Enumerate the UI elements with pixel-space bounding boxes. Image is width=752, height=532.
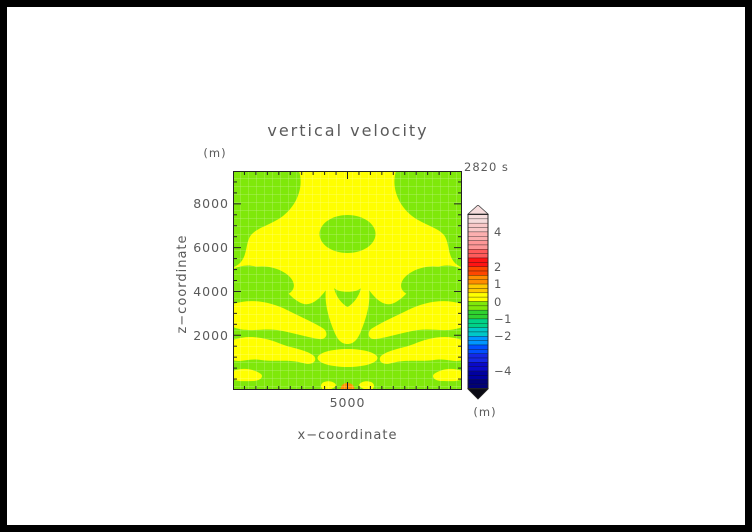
colorbar-cell [467,340,489,346]
colorbar-cell [467,292,489,298]
colorbar-cell [467,218,489,224]
colorbar-cell [467,323,489,328]
colorbar-cell [467,344,489,350]
plot-frame [233,171,462,390]
y-axis-unit-label: (m) [203,146,227,160]
map-grid [233,171,462,390]
colorbar-cell [467,383,489,389]
colorbar-under-arrow [467,388,489,400]
colorbar-cell [467,379,489,385]
x-axis-title: x−coordinate [297,428,398,443]
colorbar-cell [467,249,489,254]
colorbar-label: −1 [494,311,512,326]
colorbar-cell [467,296,489,302]
colorbar-cell [467,309,489,315]
colorbar-cell [467,240,489,246]
colorbar-label: 1 [494,277,502,292]
colorbar-cell [467,301,489,307]
colorbar-frame [467,214,489,389]
colorbar-cell [467,375,489,381]
colorbar-cell [467,366,489,372]
colorbar-cell [467,214,489,220]
colorbar-cell [467,236,489,241]
colorbar-cell [467,266,489,272]
colorbar-cell [467,327,489,333]
contour-map [233,171,462,390]
colorbar-cell [467,253,489,259]
colorbar-label: 0 [494,294,502,309]
colorbar-cell [467,362,489,367]
colorbar-cell [467,270,489,276]
colorbar-label: 2 [494,259,502,274]
colorbar-cell [467,336,489,341]
chart-title: vertical velocity [267,121,429,140]
time-stamp-label: 2820 s [464,160,509,174]
y-tick-label: 4000 [193,283,229,299]
colorbar-cell [467,244,489,250]
colorbar-label: −4 [494,364,512,379]
colorbar-cell [467,222,489,228]
y-tick-label: 6000 [193,240,229,255]
colorbar-cells [467,214,489,389]
colorbar-cell [467,349,489,354]
colorbar-label: −2 [494,329,512,344]
y-axis-title: z−coordinate [175,234,190,334]
colorbar-svg [466,204,490,400]
colorbar-cell [467,288,489,294]
colorbar-cell [467,314,489,320]
contour-map-svg [233,171,462,390]
colorbar-label: 4 [494,224,502,239]
y-tick-label: 8000 [193,196,229,211]
y-tick-label: 2000 [193,327,229,343]
colorbar-cell [467,353,489,359]
colorbar-cell [467,262,489,267]
colorbar-cell [467,331,489,337]
colorbar-cell [467,279,489,285]
x-tick-label: 5000 [329,395,366,410]
colorbar-cell [467,357,489,363]
colorbar: 4 2 1 0 −1 −2 −4 [466,204,527,417]
colorbar-over-arrow [466,204,490,215]
colorbar-cell [467,275,489,281]
colorbar-cell [467,231,489,237]
colorbar-cell [467,305,489,311]
colorbar-cell [467,257,489,263]
colorbar-unit-label: (m) [473,405,497,419]
colorbar-cell [467,370,489,376]
colorbar-cell [467,283,489,289]
colorbar-cell [467,227,489,233]
colorbar-cell [467,318,489,324]
